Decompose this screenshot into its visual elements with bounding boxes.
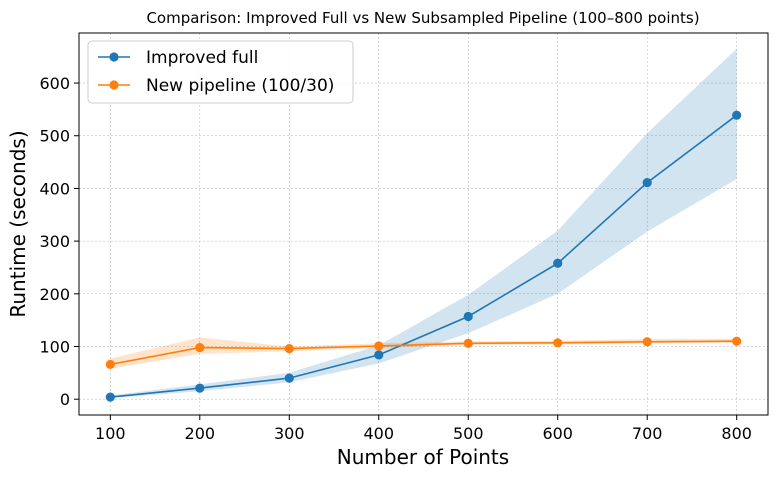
improved-full-point [374,350,384,360]
grid [79,33,768,415]
improved-full-point [105,392,115,402]
x-axis-ticks: 100 200 300 400 500 600 700 800 [95,415,752,443]
y-tick-label: 400 [39,179,70,198]
improved-full-point [642,178,652,188]
improved-full-point [553,258,563,268]
new-pipeline-point [642,337,652,347]
legend: Improved full New pipeline (100/30) [87,40,354,104]
x-tick-label: 400 [363,424,394,443]
confidence-bands [110,48,737,399]
series-points [105,110,742,402]
y-tick-label: 600 [39,74,70,93]
y-axis-label: Runtime (seconds) [6,130,30,317]
improved-full-point [732,110,742,120]
legend-improved-full-marker [109,52,119,62]
plot-frame [78,32,769,416]
legend-improved-full-label: Improved full [146,48,258,68]
y-tick-label: 100 [39,338,70,357]
improved-full-line [110,114,738,398]
improved-full-point [195,383,205,393]
new-pipeline-point [284,344,294,354]
chart-title: Comparison: Improved Full vs New Subsamp… [146,9,699,27]
improved-full-band [110,48,737,399]
y-axis-ticks: 0 100 200 300 400 500 600 [39,74,79,409]
improved-full-point [463,311,473,322]
new-pipeline-point [553,338,563,348]
y-tick-label: 0 [60,390,70,409]
y-tick-label: 300 [39,232,70,251]
x-tick-label: 200 [185,424,216,443]
new-pipeline-point [105,359,115,370]
legend-box [87,40,354,104]
new-pipeline-point [463,338,473,348]
new-pipeline-line [110,340,737,366]
new-pipeline-band [110,337,737,369]
x-tick-label: 300 [274,424,305,443]
x-tick-label: 800 [721,424,752,443]
x-tick-label: 600 [542,424,573,443]
improved-full-point [284,373,294,383]
x-tick-label: 700 [632,424,663,443]
new-pipeline-point [374,341,384,351]
legend-new-pipeline-marker [109,80,119,90]
y-tick-label: 200 [39,285,70,304]
new-pipeline-point [195,342,205,353]
x-axis-label: Number of Points [337,445,509,469]
new-pipeline-point [732,336,742,346]
series-lines [110,114,738,398]
legend-new-pipeline-label: New pipeline (100/30) [146,76,334,96]
x-tick-label: 100 [95,424,126,443]
y-tick-label: 500 [39,127,70,146]
x-tick-label: 500 [453,424,484,443]
